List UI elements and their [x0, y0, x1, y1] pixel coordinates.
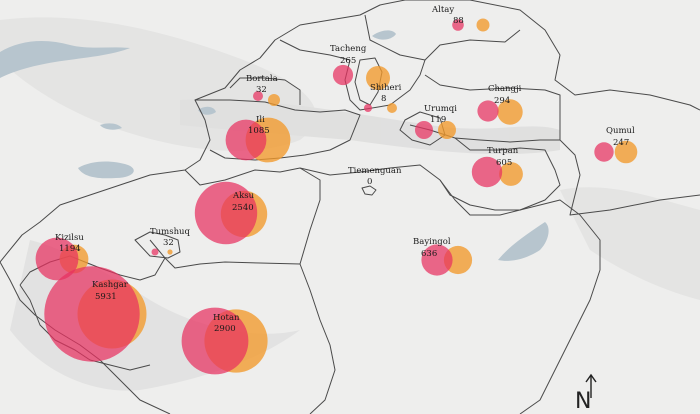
circle-primary-aksu: [194, 181, 258, 245]
label-bayingol: Bayingol: [413, 237, 451, 247]
label-hotan: Hotan: [213, 313, 240, 323]
circle-primary-qumul: [594, 142, 614, 162]
border-aksu: [149, 167, 321, 269]
circle-primary-urumqi: [415, 121, 433, 139]
circle-primary-bayingol: [421, 244, 453, 276]
value-tiemenguan: 0: [367, 177, 372, 187]
value-bortala: 32: [256, 85, 267, 95]
value-shiheri: 8: [381, 94, 386, 104]
lake-ulungur: [372, 30, 396, 40]
label-bortala: Bortala: [246, 74, 278, 84]
value-ili: 1085: [248, 126, 270, 136]
lake-balkhash: [0, 40, 130, 78]
label-tacheng: Tacheng: [330, 44, 367, 54]
border-tiemenguan: [361, 185, 377, 196]
value-altay: 88: [453, 16, 464, 26]
circle-secondary-changji: [497, 99, 523, 125]
label-tumshuq: Tumshuq: [150, 227, 191, 237]
value-kashgar: 5931: [95, 292, 117, 302]
circle-secondary-altay: [476, 18, 490, 32]
label-ili: Ili: [256, 115, 265, 125]
circle-secondary-bayingol: [443, 245, 473, 275]
lake-issyk-kul: [78, 161, 134, 179]
value-bayingol: 636: [421, 249, 437, 259]
border-bayingol: [299, 164, 601, 414]
label-kashgar: Kashgar: [92, 280, 129, 290]
label-changji: Changji: [488, 84, 522, 94]
value-tacheng: 265: [340, 56, 356, 66]
circle-primary-turpan: [471, 156, 503, 188]
border-shiheri: [354, 57, 383, 106]
value-kizilsu: 1194: [59, 244, 81, 254]
circle-secondary-urumqi: [438, 121, 456, 139]
label-aksu: Aksu: [232, 191, 255, 201]
border-tumshuq: [134, 231, 181, 259]
region-labels: Altay 88 Tacheng 265 Bortala 32 Shiheri …: [55, 5, 635, 334]
border-qumul: [559, 139, 700, 216]
circle-primary-bortala: [253, 91, 263, 101]
circle-secondary-shiheri: [387, 103, 397, 113]
label-qumul: Qumul: [606, 126, 635, 136]
label-kizilsu: Kizilsu: [55, 233, 84, 243]
north-arrow-head: [585, 373, 597, 383]
north-label: N: [575, 389, 591, 414]
north-arrow: N: [575, 373, 597, 414]
label-tiemenguan: Tiemenguan: [348, 166, 402, 176]
border-hotan: [299, 263, 336, 414]
border-bortala: [229, 77, 301, 105]
border-urumqi: [399, 111, 446, 146]
circle-secondary-turpan: [499, 162, 523, 186]
circle-primary-tacheng: [332, 64, 354, 86]
circle-primary-shiheri: [364, 104, 372, 112]
border-turpan: [439, 137, 561, 211]
value-hotan: 2900: [214, 324, 236, 334]
border-tacheng: [279, 39, 426, 111]
value-changji: 294: [494, 96, 510, 106]
label-turpan: Turpan: [487, 146, 519, 156]
circle-secondary-qumul: [614, 140, 638, 164]
circle-secondary-tumshuq: [167, 249, 173, 255]
value-urumqi: 119: [430, 115, 446, 125]
border-altay: [364, 14, 521, 61]
label-shiheri: Shiheri: [370, 83, 402, 93]
circle-secondary-bortala: [268, 94, 280, 106]
circle-primary-kizilsu: [35, 237, 79, 281]
value-tumshuq: 32: [163, 238, 174, 248]
circle-primary-altay: [452, 19, 464, 31]
lake-small-1: [100, 123, 122, 130]
circle-primary-hotan: [181, 307, 249, 375]
label-urumqi: Urumqi: [424, 104, 457, 114]
circle-primary-tumshuq: [151, 248, 159, 256]
circle-secondary-tacheng: [366, 66, 390, 90]
proportional-circles: [35, 18, 638, 375]
circle-primary-ili: [225, 119, 267, 161]
value-turpan: 605: [496, 158, 512, 168]
circle-primary-changji: [477, 100, 499, 122]
border-xinjiang-outline: [0, 0, 700, 263]
value-aksu: 2540: [232, 203, 254, 213]
lake-sayram: [198, 106, 216, 115]
lake-bosten: [498, 222, 549, 261]
water-bodies: [0, 30, 549, 261]
label-altay: Altay: [431, 5, 454, 15]
circle-primary-kashgar: [44, 266, 140, 362]
value-qumul: 247: [613, 138, 629, 148]
